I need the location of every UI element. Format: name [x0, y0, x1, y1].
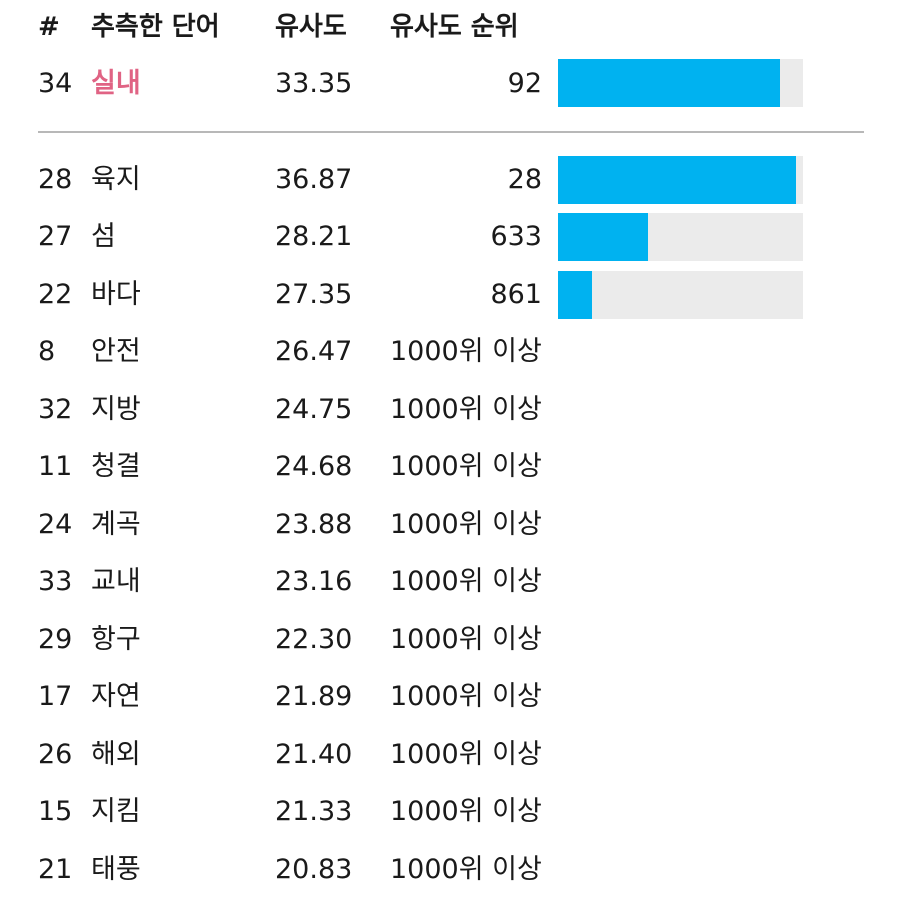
guess-rank: 92 [390, 54, 542, 114]
rank-bar [558, 59, 803, 107]
guess-num: 21 [38, 841, 72, 898]
guess-word: 청결 [91, 438, 141, 496]
guess-rank: 1000위 이상 [390, 323, 542, 381]
guess-num: 24 [38, 496, 72, 554]
guess-word: 육지 [91, 151, 141, 209]
guess-num: 15 [38, 783, 72, 841]
guess-row: 29 항구 22.30 1000위 이상 [38, 611, 864, 669]
guess-word: 안전 [91, 323, 141, 381]
guess-row: 28 육지 36.87 28 [38, 151, 864, 209]
guess-similarity: 23.88 [275, 496, 352, 554]
header-similarity: 유사도 [275, 0, 347, 54]
guess-similarity: 21.40 [275, 726, 352, 784]
rank-bar-fill [558, 271, 592, 319]
table-header: # 추측한 단어 유사도 유사도 순위 [38, 0, 864, 54]
header-rank: 유사도 순위 [390, 0, 519, 54]
guess-similarity: 26.47 [275, 323, 352, 381]
header-word: 추측한 단어 [91, 0, 220, 54]
guess-word: 교내 [91, 553, 141, 611]
guess-num: 32 [38, 381, 72, 439]
guess-num: 11 [38, 438, 72, 496]
guess-row: 11 청결 24.68 1000위 이상 [38, 438, 864, 496]
guess-similarity: 20.83 [275, 841, 352, 898]
guess-num: 17 [38, 668, 72, 726]
guess-rank: 633 [390, 208, 542, 266]
guess-row: 8 안전 26.47 1000위 이상 [38, 323, 864, 381]
guess-rank: 1000위 이상 [390, 668, 542, 726]
guess-num: 33 [38, 553, 72, 611]
guess-row: 15 지킴 21.33 1000위 이상 [38, 783, 864, 841]
guess-word: 지킴 [91, 783, 141, 841]
guess-row: 27 섬 28.21 633 [38, 208, 864, 266]
guess-word: 실내 [91, 54, 141, 114]
guess-num: 26 [38, 726, 72, 784]
guess-similarity: 24.75 [275, 381, 352, 439]
guess-rank: 1000위 이상 [390, 553, 542, 611]
guess-word: 항구 [91, 611, 141, 669]
guess-row: 22 바다 27.35 861 [38, 266, 864, 324]
guess-word: 섬 [91, 208, 116, 266]
latest-guess-row: 34 실내 33.35 92 [38, 54, 864, 114]
guess-similarity: 23.16 [275, 553, 352, 611]
rank-bar [558, 156, 803, 204]
guess-rank: 861 [390, 266, 542, 324]
guess-similarity: 21.33 [275, 783, 352, 841]
rank-bar [558, 213, 803, 261]
guess-similarity: 33.35 [275, 54, 352, 114]
guess-rank: 1000위 이상 [390, 381, 542, 439]
rank-bar [558, 271, 803, 319]
guess-num: 34 [38, 54, 72, 114]
rank-bar-fill [558, 213, 648, 261]
guess-similarity: 22.30 [275, 611, 352, 669]
guess-word: 자연 [91, 668, 141, 726]
guess-similarity: 21.89 [275, 668, 352, 726]
rank-bar-fill [558, 156, 796, 204]
guess-num: 8 [38, 323, 55, 381]
guess-row: 17 자연 21.89 1000위 이상 [38, 668, 864, 726]
guess-similarity: 36.87 [275, 151, 352, 209]
guess-row: 24 계곡 23.88 1000위 이상 [38, 496, 864, 554]
guess-num: 28 [38, 151, 72, 209]
guess-word: 해외 [91, 726, 141, 784]
guess-rank: 1000위 이상 [390, 841, 542, 898]
guess-row: 32 지방 24.75 1000위 이상 [38, 381, 864, 439]
guess-rank: 1000위 이상 [390, 438, 542, 496]
rank-bar-fill [558, 59, 780, 107]
guess-rank: 1000위 이상 [390, 783, 542, 841]
guess-word: 계곡 [91, 496, 141, 554]
guess-num: 29 [38, 611, 72, 669]
guess-table: # 추측한 단어 유사도 유사도 순위 34 실내 33.35 92 28 육지 3… [38, 0, 864, 898]
guess-similarity: 28.21 [275, 208, 352, 266]
guess-num: 22 [38, 266, 72, 324]
guess-word: 지방 [91, 381, 141, 439]
guess-rank: 1000위 이상 [390, 496, 542, 554]
header-num: # [38, 0, 60, 54]
guess-row: 33 교내 23.16 1000위 이상 [38, 553, 864, 611]
guess-similarity: 27.35 [275, 266, 352, 324]
guess-word: 바다 [91, 266, 141, 324]
guess-rank: 28 [390, 151, 542, 209]
guess-rank: 1000위 이상 [390, 726, 542, 784]
guess-num: 27 [38, 208, 72, 266]
divider [38, 131, 864, 133]
guess-rank: 1000위 이상 [390, 611, 542, 669]
guess-row: 26 해외 21.40 1000위 이상 [38, 726, 864, 784]
guess-row: 21 태풍 20.83 1000위 이상 [38, 841, 864, 898]
guess-similarity: 24.68 [275, 438, 352, 496]
guess-word: 태풍 [91, 841, 141, 898]
